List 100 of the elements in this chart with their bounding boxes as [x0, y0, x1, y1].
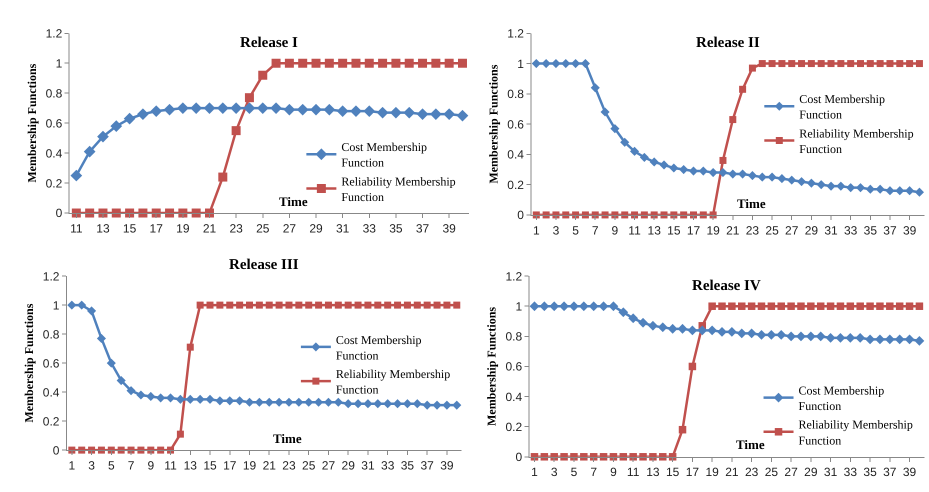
- point: [916, 302, 924, 310]
- point: [816, 331, 826, 342]
- point: [272, 58, 281, 68]
- point: [610, 124, 620, 134]
- x-tick-label: 25: [765, 223, 780, 238]
- point: [729, 116, 736, 124]
- legend-label: Cost Membership Function: [799, 92, 885, 122]
- point: [826, 302, 834, 310]
- point: [190, 102, 202, 114]
- x-tick-label: 9: [610, 465, 618, 480]
- point: [707, 325, 718, 336]
- point: [914, 336, 924, 346]
- point: [296, 104, 309, 116]
- point: [206, 302, 214, 309]
- legend-label: Reliability Membership Function: [336, 367, 450, 397]
- x-tick-label: 13: [96, 221, 110, 236]
- x-tick-label: 33: [844, 465, 858, 480]
- point: [216, 302, 224, 309]
- y-tick-label: 0.6: [507, 117, 524, 132]
- point: [906, 302, 914, 310]
- point: [688, 325, 698, 336]
- point: [77, 300, 86, 310]
- point: [364, 302, 372, 309]
- x-tick-label: 25: [302, 458, 316, 473]
- point: [856, 302, 864, 310]
- legend-label: Cost Membership Function: [341, 140, 428, 170]
- point: [196, 302, 204, 309]
- y-tick-label: 1: [517, 56, 524, 71]
- point: [284, 104, 296, 116]
- y-tick-label: 0.6: [42, 356, 60, 370]
- point: [746, 328, 756, 338]
- point: [226, 302, 234, 309]
- point: [708, 302, 716, 310]
- point: [738, 170, 748, 179]
- point: [659, 160, 669, 170]
- point: [777, 302, 785, 310]
- point: [857, 60, 864, 68]
- point: [323, 104, 336, 116]
- point: [244, 398, 254, 407]
- y-axis-title: Membership Functions: [22, 303, 36, 423]
- point: [270, 102, 282, 114]
- point: [136, 390, 146, 400]
- point: [896, 302, 904, 310]
- point: [748, 64, 756, 72]
- legend-label: Reliability Membership Function: [798, 418, 913, 448]
- point: [739, 86, 746, 93]
- x-tick-label: 17: [686, 465, 700, 480]
- point: [374, 302, 382, 309]
- point: [828, 60, 835, 68]
- x-tick-label: 19: [176, 221, 190, 236]
- point: [766, 330, 776, 340]
- y-tick-label: 0.8: [46, 86, 63, 100]
- y-tick-label: 0.6: [46, 116, 63, 130]
- x-tick-label: 35: [863, 465, 878, 480]
- point: [588, 301, 599, 312]
- chart-title: Release II: [696, 35, 760, 51]
- chart-title: Release IV: [692, 278, 761, 294]
- point: [235, 396, 244, 406]
- point: [391, 58, 400, 68]
- point: [837, 60, 844, 68]
- point: [679, 164, 688, 174]
- point: [787, 302, 795, 310]
- x-tick-label: 29: [804, 465, 818, 480]
- point: [650, 157, 659, 166]
- point: [876, 60, 884, 68]
- x-tick-label: 23: [744, 465, 759, 480]
- point: [305, 302, 312, 309]
- x-tick-label: 39: [442, 221, 456, 236]
- point: [444, 58, 454, 68]
- x-tick-label: 1: [68, 458, 76, 473]
- point: [378, 58, 388, 68]
- point: [758, 172, 767, 182]
- x-tick-label: 21: [202, 221, 216, 236]
- point: [354, 302, 362, 309]
- point: [717, 326, 727, 337]
- point: [186, 344, 194, 351]
- point: [885, 186, 895, 196]
- point: [845, 332, 856, 343]
- point: [96, 334, 106, 344]
- x-tick-label: 23: [229, 221, 244, 236]
- point: [758, 302, 766, 310]
- x-tick-label: 39: [902, 223, 917, 238]
- x-tick-label: 23: [746, 223, 760, 238]
- x-tick-label: 31: [361, 458, 375, 473]
- point: [539, 301, 550, 312]
- legend-label: Cost Membership Function: [798, 383, 884, 414]
- point: [416, 108, 428, 120]
- x-tick-label: 5: [108, 458, 115, 473]
- point: [836, 182, 846, 191]
- point: [106, 358, 116, 368]
- point: [768, 172, 777, 182]
- point: [648, 320, 658, 331]
- point: [846, 302, 854, 310]
- point: [628, 313, 638, 324]
- y-tick-label: 0.8: [42, 327, 60, 342]
- point: [336, 105, 348, 118]
- point: [230, 102, 242, 114]
- point: [390, 106, 402, 119]
- x-tick-label: 21: [726, 223, 740, 238]
- point: [620, 138, 630, 147]
